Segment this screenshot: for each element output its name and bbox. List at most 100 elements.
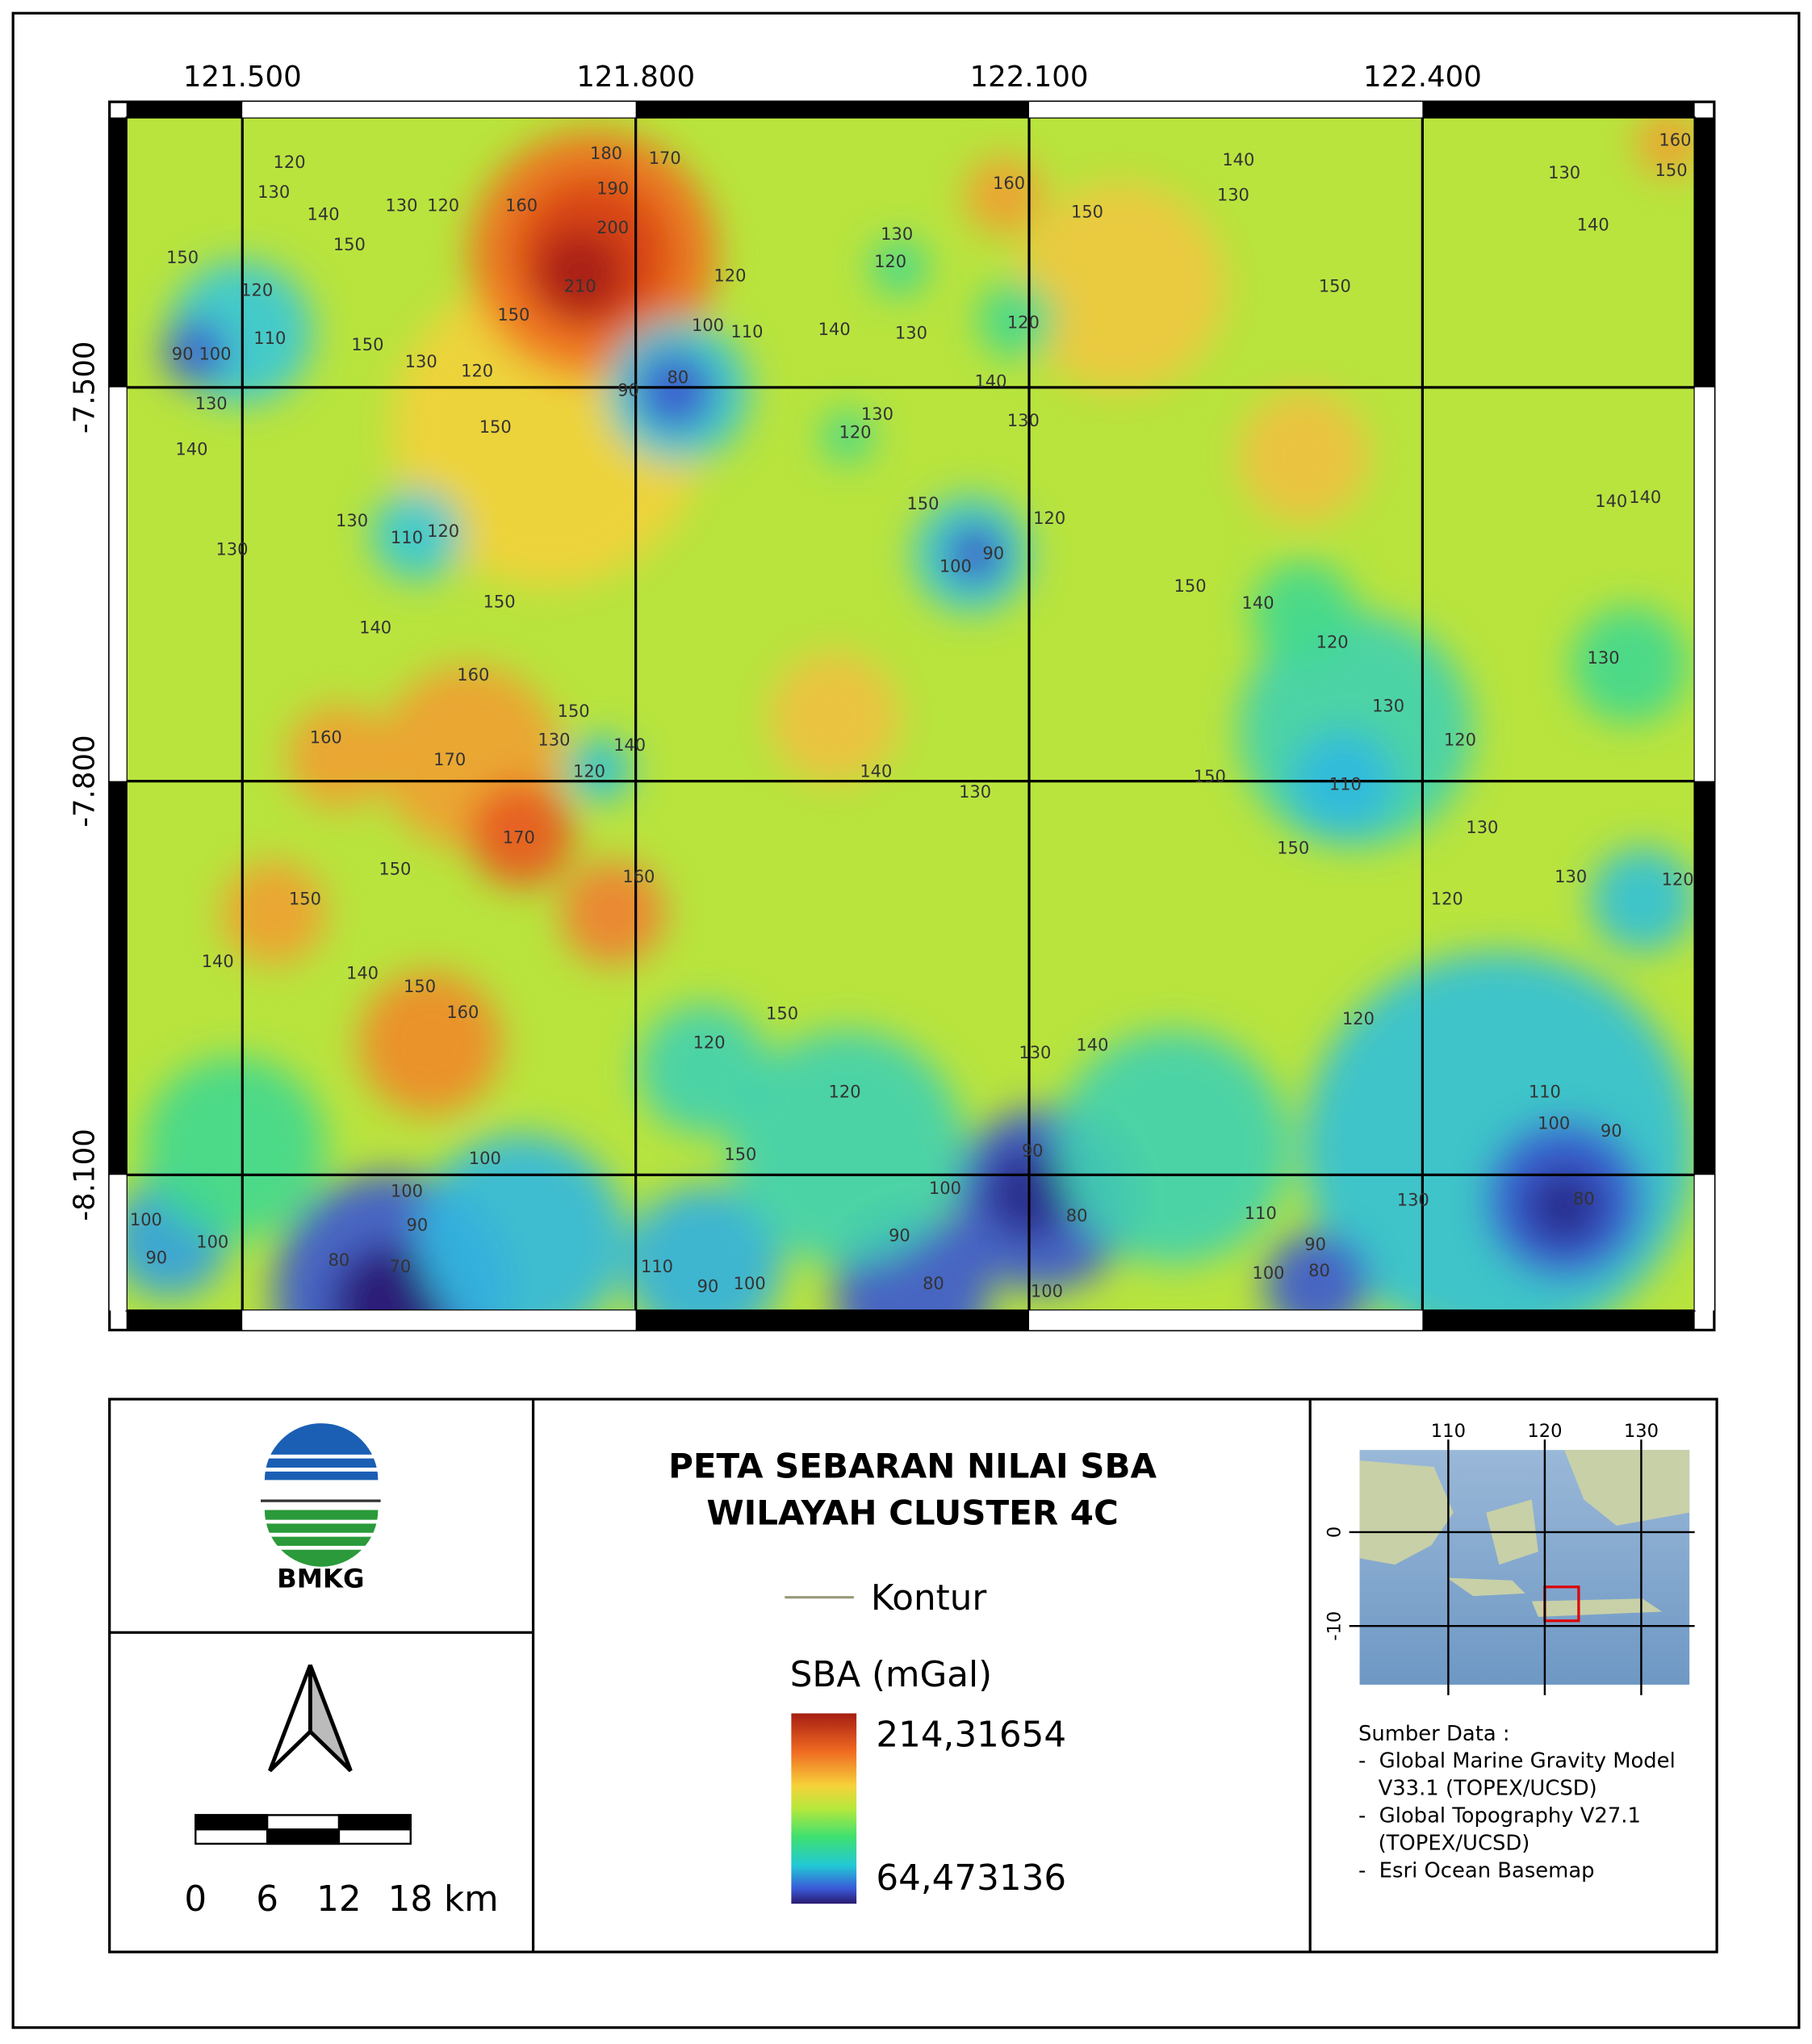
contour-label: 120 — [693, 1032, 726, 1052]
contour-label: 80 — [923, 1274, 944, 1293]
contour-label: 140 — [1595, 492, 1627, 511]
contour-label: 120 — [839, 422, 871, 442]
frame-bar — [635, 1310, 1030, 1330]
heat-blob — [977, 280, 1057, 359]
inset-x-label: 120 — [1527, 1421, 1562, 1442]
heatmap — [126, 117, 1695, 1311]
contour-label: 160 — [446, 1003, 479, 1022]
x-tick-label: 121.800 — [576, 61, 695, 94]
contour-label: 100 — [130, 1210, 162, 1229]
heat-blob — [1238, 391, 1369, 522]
heat-blob — [638, 1003, 769, 1135]
contour-label: 120 — [1316, 632, 1349, 651]
frame-bar — [1694, 387, 1714, 781]
heat-blob — [1635, 117, 1695, 177]
contour-label: 140 — [346, 964, 379, 983]
contour-label: 120 — [1033, 509, 1065, 528]
source-text: Sumber Data : — [1358, 1722, 1510, 1746]
contour-label: 80 — [1308, 1261, 1330, 1280]
contour-label: 130 — [895, 324, 927, 343]
frame-bar — [1029, 102, 1423, 118]
contour-label: 130 — [881, 224, 913, 244]
heat-blob — [870, 238, 928, 296]
frame-bar — [1694, 781, 1714, 1175]
frame-bar — [109, 781, 127, 1175]
contour-label: 150 — [497, 305, 529, 325]
colorbar-max: 214,31654 — [876, 1715, 1066, 1756]
frame-bar — [109, 387, 127, 781]
title: PETA SEBARAN NILAI SBA — [668, 1446, 1157, 1485]
contour-label: 170 — [649, 149, 681, 168]
frame-bar — [1422, 1310, 1695, 1330]
contour-label: 100 — [939, 557, 972, 576]
contour-label: 170 — [433, 750, 466, 769]
colorbar-title: SBA (mGal) — [790, 1655, 992, 1695]
contour-label: 130 — [1466, 818, 1498, 837]
contour-label: 100 — [199, 344, 231, 363]
inset-y-label: -10 — [1324, 1611, 1345, 1641]
north-arrow — [268, 1664, 353, 1773]
contour-label: 150 — [379, 859, 411, 878]
contour-label: 150 — [558, 702, 590, 721]
logo — [261, 1423, 381, 1567]
contour-label: 140 — [175, 439, 207, 459]
contour-label: 150 — [1194, 767, 1226, 786]
contour-label: 80 — [1066, 1206, 1088, 1225]
contour-label: 150 — [1071, 202, 1103, 221]
heat-blob — [416, 1134, 626, 1311]
heat-blob — [965, 156, 1044, 235]
contour-label: 120 — [829, 1083, 861, 1102]
contour-label: 80 — [1573, 1189, 1595, 1208]
y-tick-label: -7.800 — [69, 735, 102, 827]
contour-label: 70 — [389, 1257, 411, 1276]
heat-blob — [1016, 182, 1226, 392]
contour-label: 110 — [1529, 1083, 1561, 1102]
contour-label: 150 — [333, 235, 366, 254]
contour-label: 150 — [289, 890, 321, 909]
heat-blob — [162, 319, 228, 385]
heat-blobs — [126, 117, 1695, 1311]
contour-label: 90 — [406, 1215, 428, 1234]
contour-label: 80 — [667, 368, 689, 387]
legend-contour: Kontur — [871, 1578, 986, 1619]
source-text: (TOPEX/UCSD) — [1358, 1831, 1530, 1855]
title: WILAYAH CLUSTER 4C — [706, 1493, 1118, 1532]
contour-label: 120 — [1342, 1009, 1375, 1028]
heat-blob — [371, 488, 463, 580]
heat-blob — [730, 1030, 965, 1265]
contour-label: 150 — [906, 494, 939, 513]
contour-label: 140 — [613, 735, 646, 755]
heat-blob — [821, 410, 874, 463]
contour-label: 120 — [573, 761, 605, 781]
contour-label: 120 — [1431, 890, 1463, 909]
scale-label: 18 km — [388, 1879, 499, 1920]
contour-label: 110 — [641, 1257, 673, 1276]
contour-label: 130 — [1548, 163, 1580, 182]
contour-label: 130 — [1372, 697, 1404, 716]
heat-blob — [287, 704, 391, 809]
page-border — [11, 11, 1801, 2029]
frame-bar — [1029, 1310, 1423, 1330]
heat-blob — [221, 861, 326, 965]
contour-label: 140 — [1076, 1035, 1108, 1054]
scale-bar — [195, 1814, 412, 1845]
contour-label: 100 — [391, 1181, 423, 1200]
contour-label: 130 — [405, 352, 437, 371]
contour-label: 150 — [1277, 839, 1309, 858]
contour-label: 110 — [1245, 1204, 1277, 1223]
x-tick-label: 122.100 — [970, 61, 1089, 94]
contour-label: 100 — [1031, 1282, 1063, 1301]
contour-label: 150 — [1319, 277, 1351, 296]
contour-label: 120 — [461, 361, 493, 380]
contour-label: 130 — [1007, 411, 1040, 430]
contour-label: 100 — [692, 316, 724, 335]
contour-label: 90 — [889, 1225, 910, 1245]
colorbar — [791, 1713, 857, 1904]
heat-blob — [946, 526, 1004, 584]
contour-label: 130 — [336, 511, 368, 530]
contour-label: 90 — [617, 381, 639, 400]
contour-label: 110 — [1329, 774, 1362, 794]
frame-bar — [635, 102, 1030, 118]
contour-label: 140 — [1629, 488, 1661, 507]
heat-blob — [1056, 1030, 1291, 1265]
